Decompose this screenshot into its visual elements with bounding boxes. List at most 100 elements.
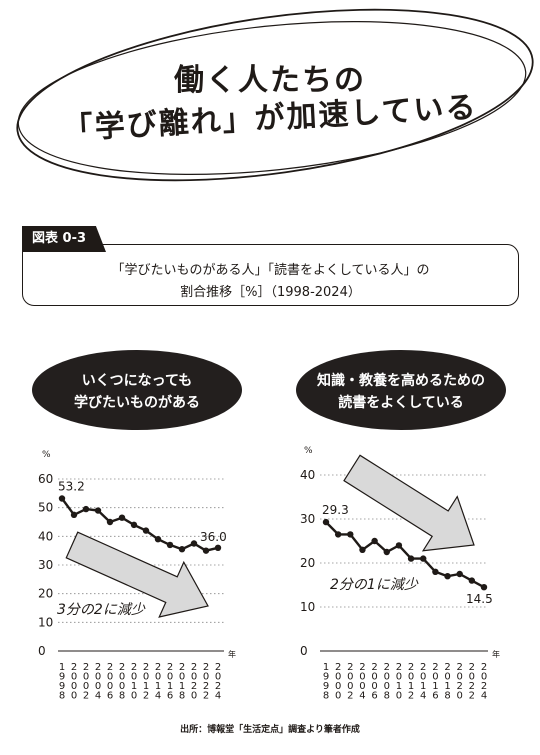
left-chart-x-tick-label-2002-digit-0: 2 [83,662,89,673]
left-chart-title-pill: いくつになっても 学びたいものがある [32,350,242,430]
right-chart-data-point-2000 [334,531,342,538]
right-chart-x-tick-label-2018-digit-3: 8 [444,691,450,702]
right-chart-x-tick-label-2022-digit-3: 2 [469,691,475,702]
left-chart-x-tick-label-2020-digit-3: 0 [191,691,197,702]
right-chart-x-tick-label-2020-digit-1: 0 [457,672,463,683]
left-chart-y-tick-label-60: 60 [38,472,53,486]
left-chart-x-tick-label-2000-digit-0: 2 [71,662,77,673]
right-chart-x-tick-label-2016-digit-2: 1 [432,681,438,692]
left-chart-data-point-2016 [166,541,174,549]
right-chart-x-tick-label-2000-digit-2: 0 [335,681,341,692]
right-chart-x-tick-label-2024-digit-3: 4 [481,691,487,702]
right-chart-y-tick-label-40: 40 [300,468,315,482]
left-chart-x-tick-label-2000-digit-3: 0 [71,691,77,702]
right-chart-data-point-2008 [383,548,390,556]
right-chart-x-unit-label: 年 [492,649,500,659]
left-chart-x-tick-label-2018-digit-1: 0 [179,672,185,683]
right-chart-x-tick-label-1998-digit-2: 9 [323,681,329,692]
right-chart-data-point-2024 [480,584,488,591]
left-chart-x-unit-label: 年 [228,649,236,659]
right-chart-y-unit-label: % [304,446,313,456]
left-chart-x-tick-label-2006-digit-0: 2 [107,662,113,673]
left-chart-data-point-2012 [142,527,150,534]
left-chart-data-point-2024 [214,544,222,551]
right-chart-x-tick-label-1998-digit-3: 8 [323,691,329,702]
page-title-line-1: 働く人たちの [174,63,366,98]
right-chart-x-tick-label-2020-digit-0: 2 [457,662,463,673]
right-chart-data-point-2002 [347,531,354,538]
left-chart-x-tick-label-2006-digit-2: 0 [107,681,113,692]
right-chart-x-tick-label-2006-digit-0: 2 [371,662,377,673]
right-chart-y-tick-label-10: 10 [300,600,315,614]
left-chart-x-tick-label-2010-digit-2: 1 [131,681,137,692]
figure-caption-line-2: 割合推移［%］（1998-2024） [180,285,361,300]
right-chart-x-tick-label-2012-digit-2: 1 [408,681,414,692]
right-chart-x-tick-label-2024-digit-2: 2 [481,681,487,692]
left-chart-x-tick-label-2000-digit-2: 0 [71,681,77,692]
left-chart-x-tick-label-2022-digit-3: 2 [203,691,209,702]
left-chart-title-line-2: 学びたいものがある [74,395,200,411]
right-chart-data-label-2024: 14.5 [466,592,493,606]
source-note: 出所：博報堂「生活定点」調査より筆者作成 [180,725,360,735]
right-chart-x-tick-label-2024-digit-1: 0 [481,672,487,683]
right-chart-y-tick-label-20: 20 [300,556,315,570]
left-chart-x-tick-label-1998-digit-1: 9 [59,672,65,683]
left-chart-x-tick-label-2020-digit-1: 0 [191,672,197,683]
right-chart-data-point-2006 [371,537,378,545]
left-chart-x-tick-label-2010-digit-1: 0 [131,672,137,683]
left-chart-x-tick-label-2004-digit-0: 2 [95,662,101,673]
right-chart-data-point-2020 [456,570,463,578]
left-chart-data-point-2008 [118,514,126,521]
left-chart-y-tick-label-0: 0 [38,644,46,658]
left-chart-x-tick-label-2016-digit-2: 1 [167,681,173,692]
right-chart-title-line-1: 知識・教養を高めるための [317,373,485,389]
right-chart-trend-arrow [343,454,475,552]
left-chart-data-label-1998: 53.2 [58,479,85,493]
right-chart-x-tick-label-2006-digit-3: 6 [371,691,377,702]
right-chart-x-tick-label-2004-digit-2: 0 [359,681,365,692]
left-chart-x-tick-label-2012-digit-3: 2 [143,691,149,702]
right-chart-x-tick-label-2020-digit-3: 0 [457,691,463,702]
right-chart-x-tick-label-2002-digit-2: 0 [347,681,353,692]
right-chart-x-tick-label-2014-digit-3: 4 [420,691,426,702]
left-chart-x-tick-label-2004-digit-1: 0 [95,672,101,683]
left-chart-x-tick-label-2002-digit-3: 2 [83,691,89,702]
left-chart-x-tick-label-2008-digit-2: 0 [119,681,125,692]
left-chart-trend-arrow [65,531,209,618]
left-chart-x-tick-label-2002-digit-1: 0 [83,672,89,683]
left-chart-x-tick-label-2008-digit-3: 8 [119,691,125,702]
left-chart-x-tick-label-1998-digit-3: 8 [59,691,65,702]
right-chart-x-tick-label-2010-digit-0: 2 [396,662,402,673]
left-chart-data-point-2014 [154,536,162,543]
right-chart-x-tick-label-2010-digit-3: 0 [396,691,402,702]
left-chart-x-tick-label-2012-digit-0: 2 [143,662,149,673]
right-chart-data-point-1998 [322,518,330,526]
right-chart-data-label-1998: 29.3 [322,503,349,517]
right-chart-x-tick-label-2022-digit-2: 2 [469,681,475,692]
right-chart-x-tick-label-2020-digit-2: 2 [457,681,463,692]
left-chart-x-tick-label-2016-digit-1: 0 [167,672,173,683]
right-chart-x-tick-label-2002-digit-3: 2 [347,691,353,702]
right-chart-data-point-2016 [432,568,439,575]
left-chart-x-tick-label-1998-digit-0: 1 [59,662,65,673]
right-chart-x-tick-label-2008-digit-3: 8 [384,691,390,702]
right-chart-x-tick-label-2012-digit-3: 2 [408,691,414,702]
right-chart-x-tick-label-2014-digit-0: 2 [420,662,426,673]
left-chart-x-tick-label-2022-digit-2: 2 [203,681,209,692]
left-chart-y-tick-label-10: 10 [38,615,53,629]
right-chart-x-tick-label-2008-digit-0: 2 [384,662,390,673]
right-chart-x-tick-label-2004-digit-1: 0 [359,672,365,683]
right-chart-x-tick-label-2010-digit-1: 0 [396,672,402,683]
left-chart-x-tick-label-2006-digit-3: 6 [107,691,113,702]
left-chart-x-tick-label-2024-digit-0: 2 [215,662,221,673]
left-chart-y-tick-label-20: 20 [38,587,53,601]
figure-caption-box: 「学びたいものがある人」「読書をよくしている人」の 割合推移［%］（1998-2… [22,244,519,306]
left-chart-x-tick-label-2012-digit-1: 0 [143,672,149,683]
right-chart-x-tick-label-2004-digit-0: 2 [359,662,365,673]
left-chart-x-tick-label-1998-digit-2: 9 [59,681,65,692]
left-chart-x-tick-label-2012-digit-2: 1 [143,681,149,692]
right-chart-data-point-2012 [407,555,415,562]
left-chart-data-label-2024: 36.0 [200,530,227,544]
right-chart-x-tick-label-2022-digit-1: 0 [469,672,475,683]
